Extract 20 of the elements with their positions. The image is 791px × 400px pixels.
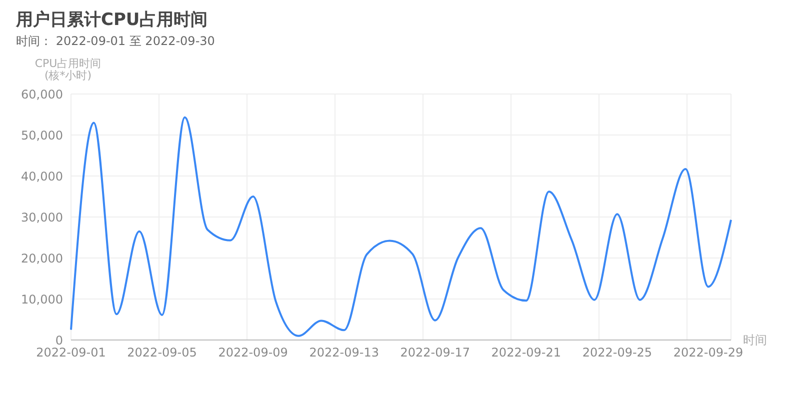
x-axis-title: 时间	[743, 332, 767, 349]
x-tick-label: 2022-09-21	[491, 346, 562, 360]
y-tick-label: 10,000	[21, 292, 63, 306]
y-axis-title: CPU占用时间 (核*小时)	[34, 57, 102, 82]
y-tick-label: 60,000	[21, 87, 63, 102]
y-tick-label: 50,000	[21, 128, 63, 142]
x-tick-label: 2022-09-13	[309, 346, 379, 360]
y-tick-label: 20,000	[21, 251, 63, 266]
chart-title: 用户日累计CPU占用时间	[16, 9, 208, 31]
y-tick-label: 40,000	[21, 169, 63, 184]
y-tick-label: 0	[55, 333, 63, 348]
x-tick-label: 2022-09-09	[218, 346, 288, 360]
x-tick-label: 2022-09-01	[36, 346, 106, 360]
x-tick-label: 2022-09-05	[127, 346, 197, 360]
chart-subtitle: 时间： 2022-09-01 至 2022-09-30	[16, 33, 215, 50]
line-series	[70, 116, 732, 337]
x-tick-label: 2022-09-17	[400, 346, 470, 360]
x-tick-label: 2022-09-29	[673, 346, 744, 360]
x-tick-label: 2022-09-25	[582, 346, 652, 360]
y-tick-label: 30,000	[21, 210, 63, 224]
